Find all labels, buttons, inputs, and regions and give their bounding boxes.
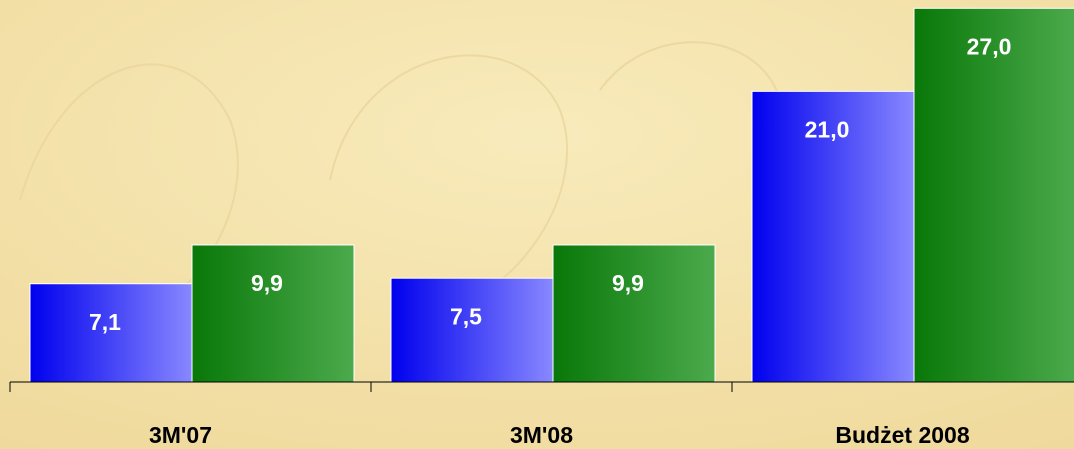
- bar: [191, 244, 355, 383]
- value-label: 9,9: [251, 270, 283, 296]
- value-label: 27,0: [967, 33, 1012, 59]
- value-label: 7,1: [89, 309, 121, 335]
- x-tick-label: Budżet 2008: [835, 422, 969, 448]
- bar: [913, 7, 1074, 383]
- x-tick-label: 3M'08: [510, 422, 573, 448]
- value-label: 7,5: [450, 303, 482, 329]
- bar: [552, 244, 716, 383]
- x-tick-label: 3M'07: [149, 422, 212, 448]
- value-label: 21,0: [805, 116, 850, 142]
- bar: [390, 277, 554, 383]
- value-label: 9,9: [612, 270, 644, 296]
